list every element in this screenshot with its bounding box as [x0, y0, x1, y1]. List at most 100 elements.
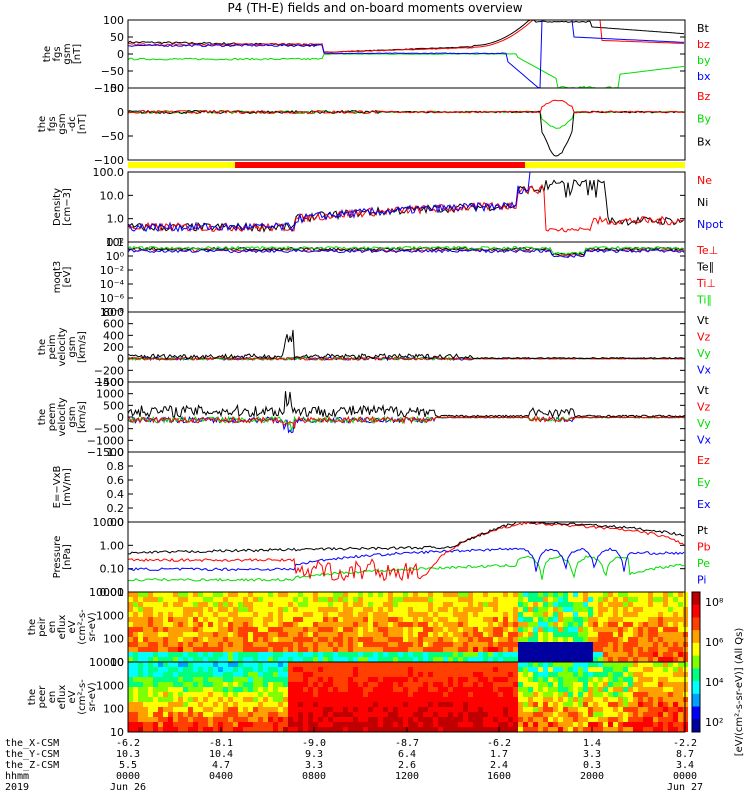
spectrogram-electron-cell: [478, 677, 483, 682]
spectrogram-electron-cell: [218, 707, 223, 712]
spectrogram-ion-cell: [193, 652, 198, 657]
spectrogram-electron-cell: [368, 712, 373, 717]
spectrogram-ion-cell: [668, 642, 673, 647]
spectrogram-ion-cell: [198, 642, 203, 647]
spectrogram-electron-cell: [603, 677, 608, 682]
spectrogram-electron-cell: [668, 717, 673, 722]
colorbar-swatch: [692, 642, 700, 657]
spectrogram-electron-cell: [643, 697, 648, 702]
spectrogram-ion-cell: [233, 597, 238, 602]
spectrogram-electron-cell: [373, 672, 378, 677]
spectrogram-electron-cell: [368, 702, 373, 707]
spectrogram-ion-cell: [553, 657, 558, 662]
spectrogram-electron-cell: [543, 717, 548, 722]
spectrogram-ion-cell: [288, 657, 293, 662]
spectrogram-ion-cell: [238, 632, 243, 637]
spectrogram-electron-cell: [363, 687, 368, 692]
spectrogram-electron-cell: [248, 667, 253, 672]
spectrogram-electron-cell: [608, 692, 613, 697]
legend-entry: Pb: [697, 541, 711, 554]
spectrogram-ion-cell: [393, 612, 398, 617]
spectrogram-electron-cell: [678, 677, 683, 682]
spectrogram-electron-cell: [428, 722, 433, 727]
spectrogram-ion-cell: [323, 647, 328, 652]
spectrogram-electron-cell: [288, 677, 293, 682]
spectrogram-electron-cell: [308, 677, 313, 682]
spectrogram-electron-cell: [568, 682, 573, 687]
spectrogram-ion-cell: [418, 607, 423, 612]
spectrogram-ion-cell: [393, 637, 398, 642]
spectrogram-electron-cell: [368, 727, 373, 732]
spectrogram-ion-cell: [308, 627, 313, 632]
spectrogram-ion-cell: [163, 612, 168, 617]
spectrogram-ion-cell: [603, 622, 608, 627]
spectrogram-electron-cell: [598, 707, 603, 712]
spectrogram-ion-cell: [173, 637, 178, 642]
spectrogram-ion-cell: [408, 647, 413, 652]
legend-entry: Ez: [697, 454, 710, 467]
spectrogram-ion-cell: [593, 657, 598, 662]
spectrogram-ion-cell: [398, 612, 403, 617]
spectrogram-ion-cell: [258, 632, 263, 637]
spectrogram-ion-cell: [488, 607, 493, 612]
spectrogram-ion-cell: [468, 642, 473, 647]
spectrogram-electron-cell: [598, 682, 603, 687]
spectrogram-electron-cell: [413, 707, 418, 712]
spectrogram-electron-cell: [603, 697, 608, 702]
spectrogram-electron-cell: [163, 667, 168, 672]
spectrogram-electron-cell: [158, 702, 163, 707]
spectrogram-ion-cell: [638, 652, 643, 657]
spectrogram-ion-cell: [258, 617, 263, 622]
spectrogram-electron-cell: [398, 677, 403, 682]
spectrogram-electron-cell: [628, 727, 633, 732]
spectrogram-ion-cell: [388, 612, 393, 617]
spectrogram-ion-cell: [458, 607, 463, 612]
spectrogram-electron-cell: [668, 692, 673, 697]
spectrogram-ion-cell: [518, 602, 523, 607]
spectrogram-ion-cell: [383, 602, 388, 607]
spectrogram-ion-cell: [398, 627, 403, 632]
spectrogram-electron-cell: [238, 697, 243, 702]
spectrogram-ion-cell: [418, 652, 423, 657]
spectrogram-electron-cell: [333, 667, 338, 672]
spectrogram-electron-cell: [168, 707, 173, 712]
spectrogram-electron-cell: [598, 722, 603, 727]
spectrogram-ion-cell: [468, 597, 473, 602]
spectrogram-electron-cell: [283, 687, 288, 692]
spectrogram-ion-cell: [148, 642, 153, 647]
spectrogram-electron-cell: [538, 712, 543, 717]
spectrogram-ion-cell: [298, 622, 303, 627]
spectrogram-ion-cell: [423, 652, 428, 657]
spectrogram-electron-cell: [343, 667, 348, 672]
spectrogram-ion-cell: [238, 647, 243, 652]
spectrogram-electron-cell: [658, 727, 663, 732]
spectrogram-electron-cell: [453, 707, 458, 712]
spectrogram-ion-cell: [188, 617, 193, 622]
spectrogram-electron-cell: [238, 712, 243, 717]
spectrogram-electron-cell: [228, 722, 233, 727]
spectrogram-ion-cell: [228, 612, 233, 617]
spectrogram-electron-cell: [513, 707, 518, 712]
spectrogram-electron-cell: [648, 697, 653, 702]
spectrogram-electron-cell: [293, 702, 298, 707]
spectrogram-electron-cell: [163, 722, 168, 727]
spectrogram-electron-cell: [433, 727, 438, 732]
spectrogram-ion-cell: [528, 622, 533, 627]
spectrogram-electron-cell: [173, 692, 178, 697]
spectrogram-electron-cell: [453, 687, 458, 692]
spectrogram-electron-cell: [418, 712, 423, 717]
spectrogram-ion-cell: [638, 612, 643, 617]
spectrogram-electron-cell: [323, 662, 328, 667]
spectrogram-ion-cell: [628, 647, 633, 652]
spectrogram-electron-cell: [173, 667, 178, 672]
spectrogram-ion-cell: [443, 647, 448, 652]
spectrogram-ion-cell: [278, 622, 283, 627]
spectrogram-ion-cell: [158, 597, 163, 602]
spectrogram-electron-cell: [633, 662, 638, 667]
spectrogram-ion-cell: [678, 597, 683, 602]
spectrogram-electron-cell: [213, 682, 218, 687]
spectrogram-ion-cell: [663, 602, 668, 607]
x-axis-row-label: hhmm: [5, 771, 29, 782]
spectrogram-electron-cell: [243, 707, 248, 712]
spectrogram-electron-cell: [433, 672, 438, 677]
